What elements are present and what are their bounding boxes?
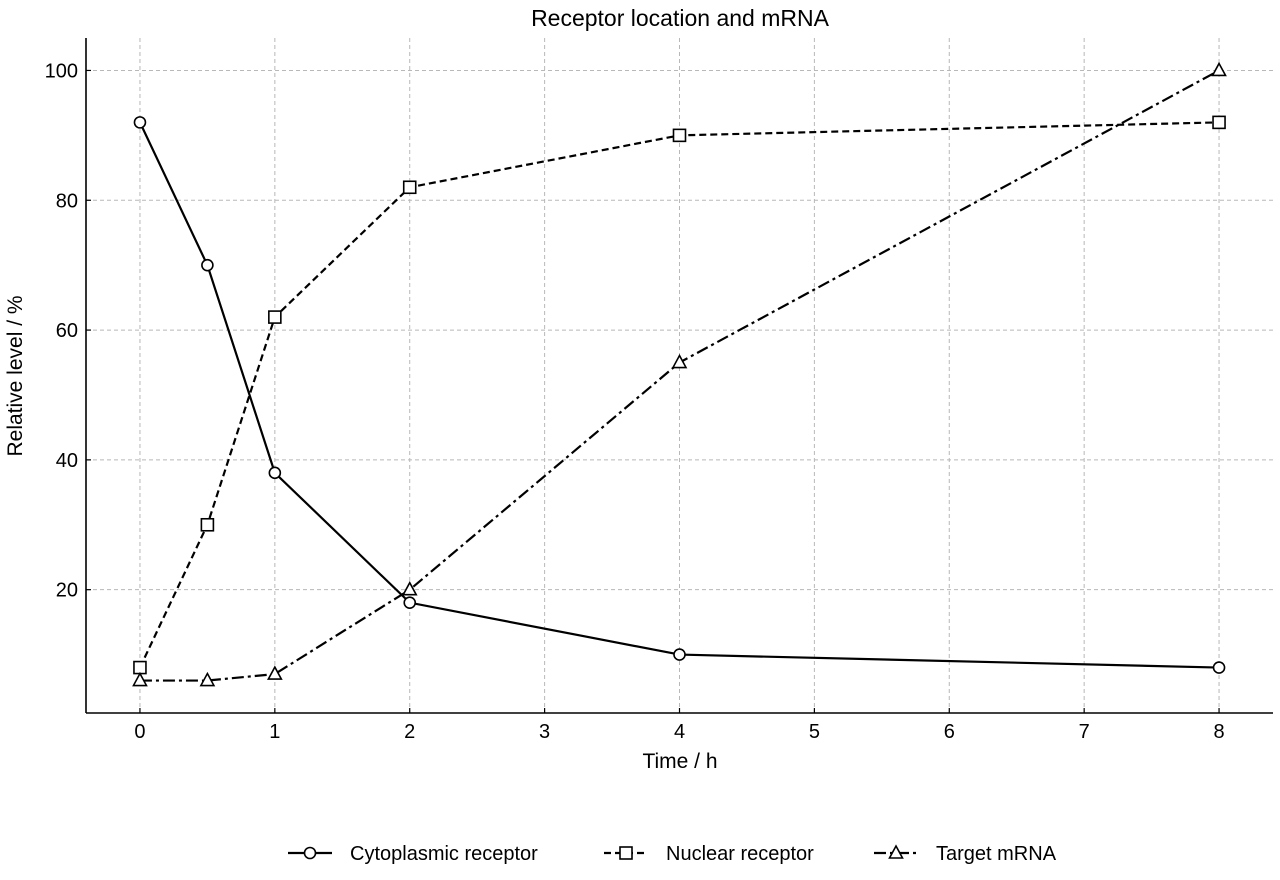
data-point [401, 581, 418, 596]
y-tick-label: 60 [56, 320, 78, 342]
data-point [132, 671, 148, 687]
series-line [138, 121, 1220, 669]
data-point [1212, 115, 1226, 130]
legend-marker [888, 844, 904, 859]
data-point [266, 665, 283, 680]
data-point [268, 310, 282, 324]
series-triangle [132, 61, 1227, 687]
series-line [139, 69, 1220, 682]
legend-label: Target mRNA [936, 843, 1057, 865]
x-tick-label: 8 [1213, 721, 1224, 743]
x-axis-title: Time / h [642, 750, 717, 773]
x-tick-label: 2 [404, 721, 415, 743]
legend-item: Target mRNA [874, 843, 1057, 865]
data-point [201, 258, 214, 272]
x-tick-label: 3 [539, 721, 550, 743]
legend: Cytoplasmic receptor Nuclear receptor Targ… [288, 843, 1057, 865]
legend-label: Nuclear receptor [666, 843, 814, 865]
data-point [200, 517, 215, 532]
grid [86, 38, 1273, 713]
data-point [673, 648, 686, 661]
data-point [1212, 661, 1226, 674]
data-point [1211, 61, 1227, 77]
x-tick-label: 5 [809, 721, 820, 743]
series-line [138, 121, 1220, 669]
data-point [671, 353, 688, 369]
y-tick-label: 100 [45, 60, 78, 82]
x-tick-label: 7 [1079, 721, 1090, 743]
x-tick-label: 6 [944, 721, 955, 743]
data-point [133, 660, 147, 675]
x-tick-label: 1 [269, 721, 280, 743]
legend-marker [619, 846, 633, 860]
series-circle [133, 116, 1226, 674]
legend-marker [303, 846, 317, 860]
ticks: 0 1 2 3 4 5 6 7 8 20 40 60 80 100 [45, 60, 1225, 743]
x-tick-label: 0 [134, 721, 145, 743]
chart-title: Receptor location and mRNA [531, 5, 830, 31]
series [132, 61, 1227, 687]
y-tick-label: 40 [56, 450, 78, 472]
data-point [199, 671, 216, 687]
data-point [268, 466, 282, 480]
y-axis-title: Relative level / % [4, 295, 27, 456]
y-tick-label: 80 [56, 190, 78, 212]
data-point [402, 180, 417, 195]
x-tick-label: 4 [674, 721, 685, 743]
y-tick-label: 20 [56, 580, 78, 602]
legend-item: Nuclear receptor [604, 843, 814, 865]
series-square [133, 115, 1226, 675]
data-point [133, 116, 147, 129]
legend-label: Cytoplasmic receptor [350, 843, 538, 865]
data-point [672, 128, 687, 143]
legend-item: Cytoplasmic receptor [288, 843, 538, 865]
data-point [403, 596, 417, 609]
